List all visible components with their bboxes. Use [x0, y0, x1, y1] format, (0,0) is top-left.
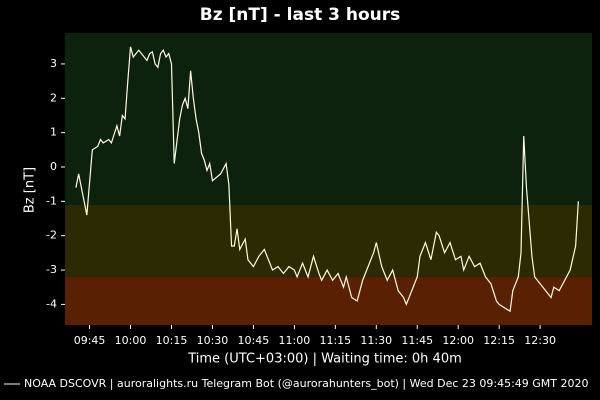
x-tick-label: 11:30 — [360, 334, 392, 347]
x-axis-label: Time (UTC+03:00) | Waiting time: 0h 40m — [187, 352, 462, 367]
x-tick-label: 10:00 — [115, 334, 147, 347]
x-tick-label: 11:45 — [401, 334, 433, 347]
y-tick-label: -2 — [46, 229, 57, 242]
y-tick-label: 2 — [50, 91, 57, 104]
band — [65, 204, 592, 277]
y-tick-label: 3 — [50, 57, 57, 70]
y-tick-label: 0 — [50, 160, 57, 173]
chart-title: Bz [nT] - last 3 hours — [200, 5, 401, 25]
x-tick-label: 10:30 — [197, 334, 229, 347]
x-tick-label: 12:30 — [524, 334, 556, 347]
band — [65, 33, 592, 205]
x-tick-label: 10:15 — [156, 334, 188, 347]
legend-label: NOAA DSCOVR | auroralights.ru Telegram B… — [24, 377, 589, 390]
y-tick-label: -4 — [46, 297, 57, 310]
y-tick-label: 1 — [50, 126, 57, 139]
x-tick-label: 12:15 — [483, 334, 515, 347]
y-tick-label: -1 — [46, 194, 57, 207]
data-line — [75, 46, 579, 313]
y-axis-label: Bz [nT] — [23, 167, 38, 213]
y-tick-label: -3 — [46, 263, 57, 276]
band — [65, 276, 592, 325]
x-tick-label: 11:00 — [279, 334, 311, 347]
x-tick-label: 09:45 — [74, 334, 106, 347]
x-tick-label: 10:45 — [238, 334, 270, 347]
x-tick-label: 11:15 — [319, 334, 351, 347]
x-tick-label: 12:00 — [442, 334, 474, 347]
